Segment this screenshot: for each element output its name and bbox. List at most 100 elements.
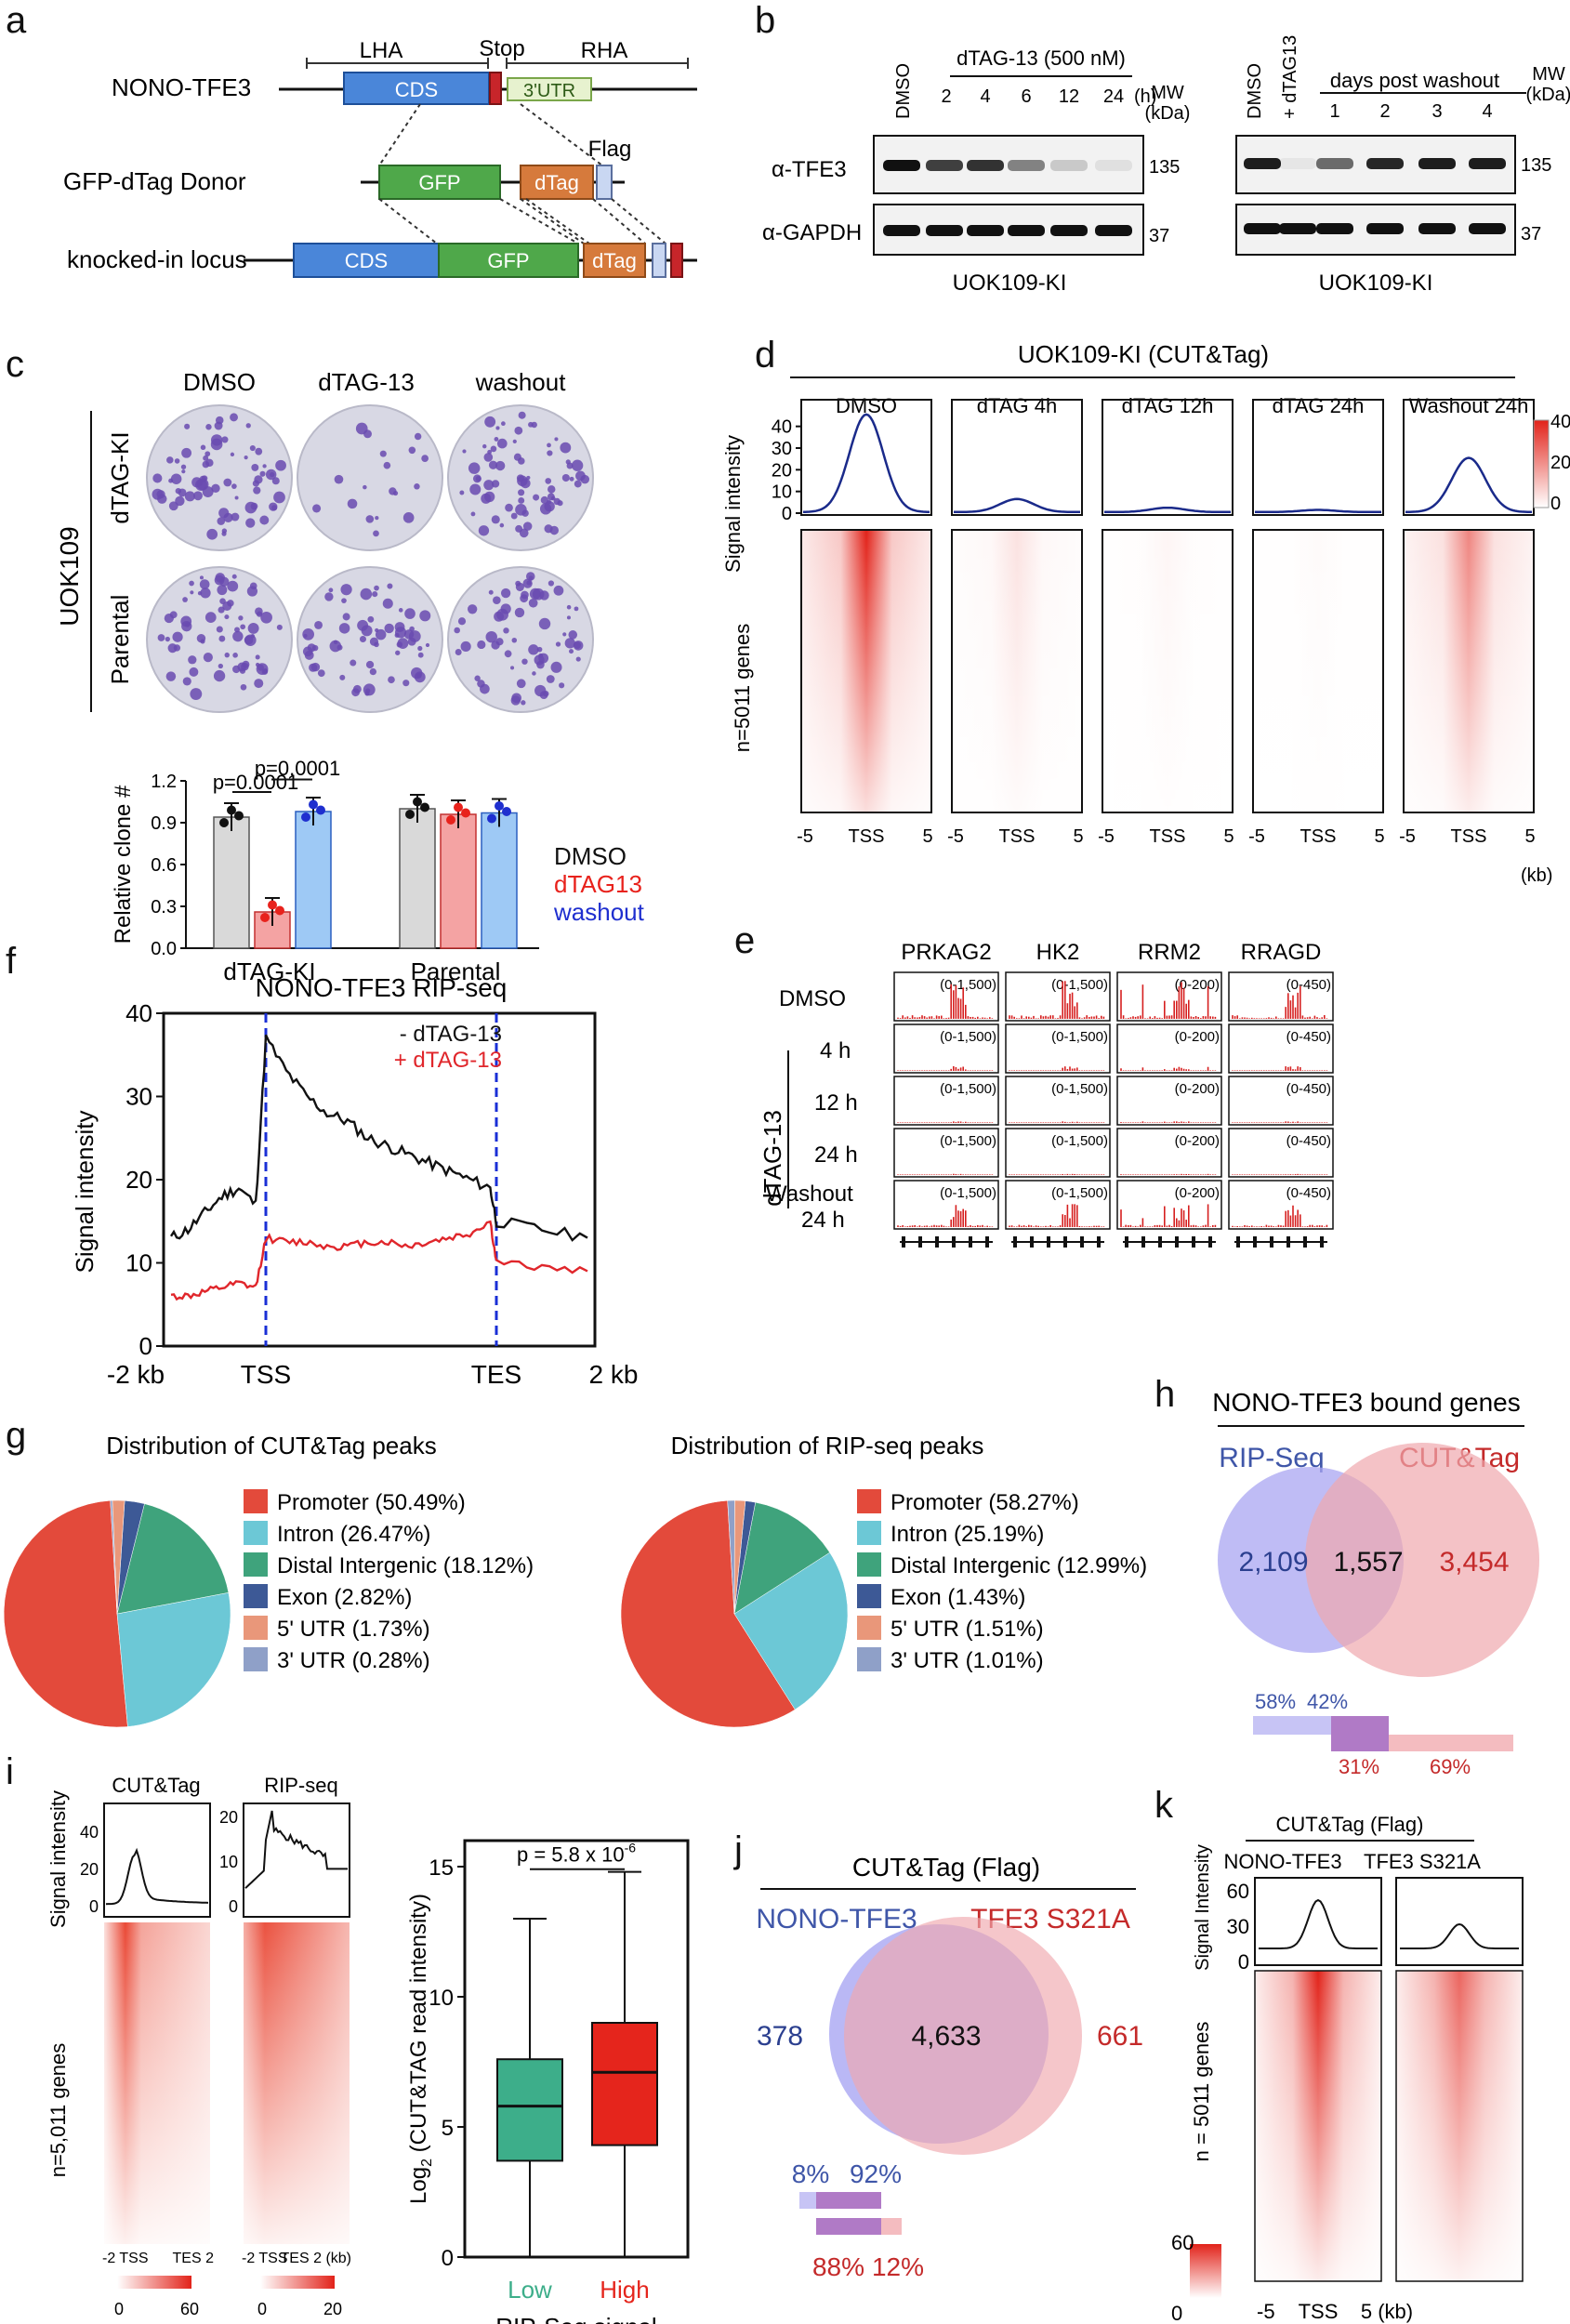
colony xyxy=(457,617,467,626)
colony xyxy=(193,491,203,501)
g-legend-label: Promoter (58.27%) xyxy=(891,1490,1079,1515)
colony xyxy=(312,504,322,513)
e-track-frame xyxy=(893,1180,999,1230)
colony xyxy=(574,480,582,488)
colony xyxy=(561,473,570,482)
colony xyxy=(253,486,261,495)
colony xyxy=(355,422,368,435)
colony xyxy=(478,525,490,536)
colony xyxy=(157,494,167,504)
c-datapoint xyxy=(454,802,463,812)
g-legend-swatch xyxy=(244,1489,268,1513)
d-profile-frame xyxy=(1252,399,1384,516)
e-track-frame xyxy=(1116,1023,1222,1074)
colony xyxy=(379,450,387,457)
i-box-ytick-label: 5 xyxy=(442,2116,454,2141)
k-genes-label: n = 5011 genes xyxy=(1190,2022,1213,2162)
e-row-label-4: Washout xyxy=(766,1182,853,1207)
colony xyxy=(521,590,529,600)
colony xyxy=(270,471,275,478)
colony xyxy=(373,530,379,537)
h-bar-rip-only xyxy=(1253,1716,1331,1735)
i-scale1-min: 0 xyxy=(114,2300,124,2318)
i-cut-heatmap-fade xyxy=(104,1922,210,2244)
colony xyxy=(526,475,531,481)
e-range: (0-1,500) xyxy=(940,1081,996,1097)
j-left-label: NONO-TFE3 xyxy=(756,1904,917,1934)
f-x-tick-label: TES xyxy=(471,1360,521,1387)
i-rip-profile-line xyxy=(244,1810,348,1889)
d-y-tick-label: 40 xyxy=(772,417,792,438)
colony xyxy=(244,634,257,646)
k-heatmap-fade xyxy=(1255,1971,1381,2281)
colony xyxy=(518,457,525,465)
i-box-category: Low xyxy=(508,2276,552,2304)
j-n-left: 378 xyxy=(757,2021,803,2052)
e-exon xyxy=(1097,1236,1101,1248)
g-legend-swatch xyxy=(244,1647,268,1671)
g-legend-swatch xyxy=(244,1584,268,1608)
colony xyxy=(491,515,500,524)
colony xyxy=(262,464,267,469)
e-track-frame xyxy=(1005,1023,1111,1074)
d-y-tick-label: 0 xyxy=(782,504,792,524)
colony xyxy=(528,598,538,608)
colony xyxy=(495,638,504,646)
e-range: (0-200) xyxy=(1175,1133,1220,1149)
colony xyxy=(548,580,555,587)
colony xyxy=(557,500,563,507)
colony xyxy=(414,483,420,490)
colony xyxy=(196,478,209,491)
f-legend-plus: + dTAG-13 xyxy=(394,1048,502,1073)
j-bar-nono-shared xyxy=(816,2192,881,2209)
colony xyxy=(546,675,555,683)
colony xyxy=(352,684,362,693)
colony xyxy=(255,607,263,616)
f-y-tick-label: 40 xyxy=(125,999,152,1027)
colony xyxy=(231,574,237,579)
colony xyxy=(217,585,228,596)
c-datapoint xyxy=(487,813,496,824)
k-profile-line xyxy=(1259,1898,1378,1949)
colony xyxy=(383,461,391,469)
colony xyxy=(328,588,334,593)
colony xyxy=(200,639,205,644)
colony xyxy=(395,650,401,655)
colony xyxy=(494,437,499,442)
e-track-frame xyxy=(1116,1076,1222,1126)
g-pie-slice xyxy=(116,1591,231,1727)
e-track-frame xyxy=(1116,971,1222,1022)
colony xyxy=(544,524,553,534)
colony xyxy=(526,580,532,586)
colony xyxy=(317,669,325,678)
c-datapoint xyxy=(219,818,229,827)
colony xyxy=(568,649,574,654)
g-legend-label: Promoter (50.49%) xyxy=(277,1490,466,1515)
mw135-1: 135 xyxy=(1149,157,1180,178)
colony xyxy=(460,640,471,653)
e-exon xyxy=(1158,1236,1162,1248)
e-exon xyxy=(1320,1236,1324,1248)
panel-letter-k: k xyxy=(1154,1785,1173,1826)
colony xyxy=(361,625,373,637)
colony xyxy=(559,682,565,689)
d-xtick: 5 xyxy=(1374,826,1384,847)
colony xyxy=(403,629,415,640)
colony xyxy=(165,636,170,642)
colony xyxy=(184,491,195,502)
colony xyxy=(189,667,199,677)
panel-e-genome-tracks: PRKAG2 HK2 RRM2 RRAGD (0-1,500) (0-1,500) (0-2… xyxy=(759,940,1334,1248)
cds-label-ki: CDS xyxy=(345,249,388,272)
colony xyxy=(534,654,545,666)
d-profile-line xyxy=(803,413,930,513)
colony xyxy=(157,634,165,641)
g-legend-swatch xyxy=(857,1584,881,1608)
colony xyxy=(499,522,505,528)
tfe3-band xyxy=(1469,158,1506,169)
i-rip-profile-frame xyxy=(243,1802,350,1918)
blot2-lane-3: 2 xyxy=(1379,101,1390,122)
d-profile-line xyxy=(1104,506,1231,514)
colony xyxy=(488,589,494,595)
g-legend-label: 3' UTR (1.01%) xyxy=(891,1648,1044,1673)
f-y-tick-label: 0 xyxy=(139,1332,152,1360)
